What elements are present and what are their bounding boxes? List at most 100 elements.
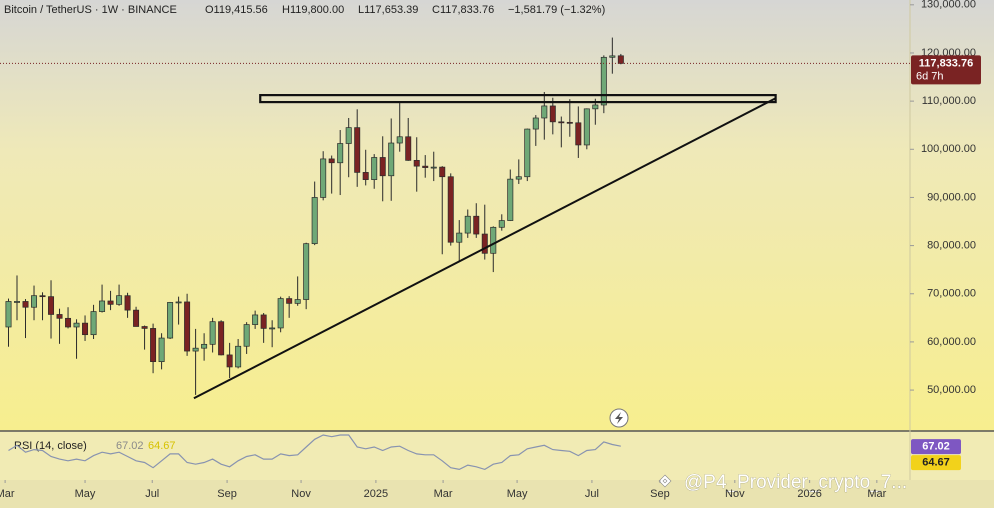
rsi-ma-label: 64.67: [922, 457, 950, 469]
header-high: H119,800.00: [282, 4, 344, 16]
candle-body: [541, 105, 548, 119]
x-tick-label: Nov: [725, 488, 745, 500]
candle-body: [260, 314, 267, 329]
last-price-box: [911, 55, 981, 85]
last-price-label: 117,833.76: [919, 57, 973, 69]
rsi-value-box: [911, 439, 961, 455]
candle-body: [558, 121, 565, 124]
candle-body: [379, 157, 386, 177]
header-close: C117,833.76: [432, 4, 494, 16]
price-pane: [0, 0, 994, 431]
y-tick-label: 70,000.00: [927, 288, 976, 300]
candle-body: [498, 220, 505, 228]
rsi-ma-box: [911, 455, 961, 471]
candle-body: [99, 300, 106, 312]
candle-body: [82, 322, 89, 336]
candle-body: [286, 298, 293, 304]
candle-body: [575, 122, 582, 146]
y-tick-label: 80,000.00: [927, 240, 976, 252]
header-title: Bitcoin / TetherUS · 1W · BINANCE: [4, 4, 177, 16]
candle-body: [31, 295, 38, 308]
candle-body: [90, 311, 97, 336]
time-axis: [0, 480, 994, 508]
candle-body: [532, 117, 539, 130]
candle-body: [617, 55, 624, 64]
candle-body: [337, 143, 344, 164]
header-open: O119,415.56: [205, 4, 268, 16]
candle-body: [507, 178, 514, 221]
x-tick-label: Sep: [650, 488, 670, 500]
candle-body: [226, 354, 233, 368]
rsi-line: [8, 434, 621, 471]
watermark-text: @P4_Provider_crypto_7...: [684, 472, 907, 493]
alert-bolt: [615, 412, 623, 424]
y-tick-label: 90,000.00: [927, 191, 976, 203]
candle-body: [473, 215, 480, 235]
candle-body: [22, 301, 29, 308]
plot: [5, 37, 777, 400]
candle-body: [464, 215, 471, 234]
candle-body: [39, 295, 46, 298]
x-tick-label: Nov: [291, 488, 311, 500]
rsi-header-value: 67.02: [116, 440, 144, 452]
y-tick-label: 110,000.00: [922, 95, 976, 107]
candle-body: [167, 302, 174, 339]
x-tick-label: Jul: [585, 488, 599, 500]
x-tick-label: Mar: [434, 488, 453, 500]
candle-body: [277, 298, 284, 329]
candle-body: [14, 301, 20, 303]
candle-body: [141, 326, 148, 329]
candle-body: [5, 301, 12, 328]
candle-body: [396, 136, 403, 144]
y-tick-label: 130,000.00: [921, 0, 976, 11]
candle-body: [413, 160, 420, 167]
candle-body: [124, 295, 131, 311]
candle-body: [405, 136, 412, 161]
header-low: L117,653.39: [358, 4, 418, 16]
candle-body: [65, 317, 72, 328]
candle-body: [209, 321, 216, 345]
rsi-header-ma: 64.67: [148, 440, 176, 452]
candle-body: [328, 158, 335, 164]
candle-body: [48, 296, 55, 315]
candle-body: [107, 300, 114, 305]
candle-body: [345, 127, 352, 144]
candle-body: [56, 314, 63, 319]
candle-body: [311, 197, 318, 245]
candle-body: [592, 104, 599, 110]
trendline: [193, 97, 777, 400]
rsi-title: RSI (14, close): [14, 440, 87, 452]
x-tick-label: May: [507, 488, 528, 500]
candle-body: [422, 165, 429, 168]
candle-body: [73, 322, 80, 328]
candle-body: [243, 324, 250, 347]
rsi-pane: [0, 431, 994, 480]
x-tick-label: Mar: [867, 488, 886, 500]
x-tick-label: May: [75, 488, 96, 500]
candle-body: [158, 337, 165, 363]
candle-body: [201, 343, 208, 349]
x-tick-label: Mar: [0, 488, 15, 500]
candle-body: [490, 226, 497, 254]
x-tick-label: Jul: [145, 488, 159, 500]
rsi-value-label: 67.02: [922, 441, 950, 453]
candle-body: [549, 105, 556, 123]
candle-body: [439, 166, 446, 178]
candle-body: [362, 172, 369, 180]
watermark: @P4_Provider_crypto_7...: [658, 472, 907, 493]
candle-body: [294, 299, 301, 304]
candle-body: [184, 301, 191, 352]
candle-body: [235, 345, 242, 368]
watermark-logo: [658, 474, 672, 488]
candle-body: [583, 108, 590, 146]
candle-body: [515, 176, 522, 180]
countdown: 6d 7h: [916, 70, 944, 82]
y-tick-label: 50,000.00: [927, 384, 976, 396]
candle-body: [481, 233, 488, 254]
candle-body: [600, 56, 607, 106]
candle-body: [133, 309, 140, 327]
candle-body: [447, 176, 454, 243]
header-change: −1,581.79 (−1.32%): [508, 4, 605, 16]
candle-body: [303, 243, 310, 300]
